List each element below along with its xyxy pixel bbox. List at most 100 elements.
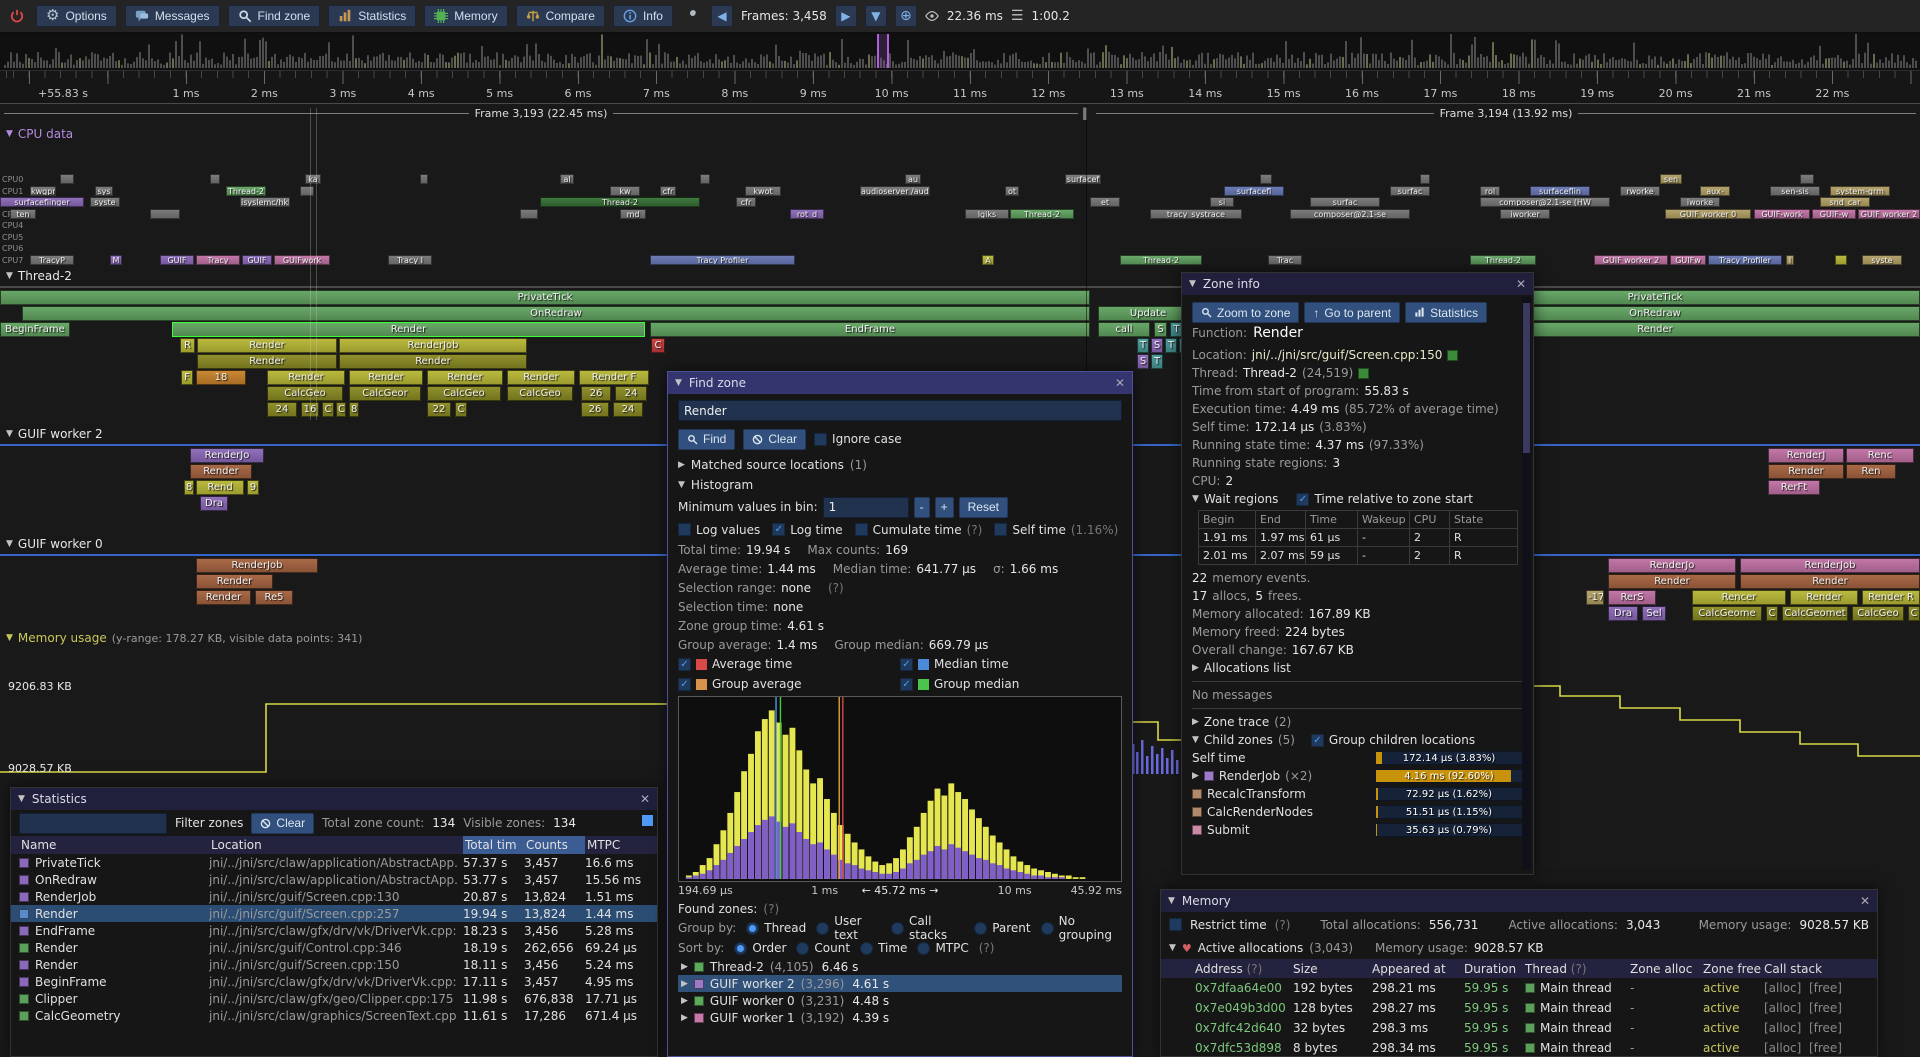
expand-icon[interactable]: ▶ bbox=[681, 995, 688, 1006]
cpu-zone[interactable]: Thread-2 bbox=[1010, 208, 1074, 219]
power-button[interactable] bbox=[6, 5, 28, 27]
cpu-zone[interactable]: composer@2.1-se (HW bbox=[1480, 197, 1610, 207]
radio-option[interactable]: Call stacks bbox=[891, 914, 964, 942]
zone[interactable]: Ren bbox=[1846, 464, 1896, 479]
collapse-icon[interactable]: ▼ bbox=[1189, 279, 1196, 289]
zone[interactable]: Render bbox=[190, 464, 252, 479]
radio-button[interactable] bbox=[974, 921, 988, 935]
cpu-zone[interactable]: Thread-2 bbox=[1120, 254, 1202, 265]
cpu-zone[interactable] bbox=[300, 185, 314, 196]
checkbox[interactable] bbox=[678, 523, 691, 536]
next-frame-button[interactable]: ▶ bbox=[834, 5, 857, 27]
zone[interactable]: 16 bbox=[301, 402, 319, 417]
radio-button[interactable] bbox=[734, 941, 748, 955]
cpu-zone[interactable]: surfac bbox=[1390, 185, 1430, 196]
zone[interactable]: Render bbox=[172, 322, 645, 337]
find-zone-button[interactable]: Find zone bbox=[227, 5, 321, 27]
scrollbar[interactable] bbox=[1522, 297, 1531, 870]
cpu-zone[interactable]: kwgpr bbox=[30, 185, 56, 196]
zone[interactable]: 24 bbox=[613, 402, 643, 417]
zone[interactable]: CalcGeomet bbox=[1782, 606, 1848, 621]
goto-frame-button[interactable]: ⊕ bbox=[894, 5, 917, 27]
cpu-zone[interactable]: sen bbox=[1660, 174, 1682, 184]
statistics-titlebar[interactable]: ▼ Statistics ✕ bbox=[11, 788, 657, 810]
zone[interactable]: Render bbox=[1740, 574, 1920, 589]
zone[interactable]: Renc bbox=[1846, 448, 1914, 463]
zone-statistics-button[interactable]: Statistics bbox=[1405, 302, 1488, 323]
messages-button[interactable]: Messages bbox=[124, 5, 220, 27]
cpu-zone[interactable]: syste bbox=[90, 197, 120, 207]
call-stack-alloc-link[interactable]: [alloc] bbox=[1764, 1021, 1802, 1035]
zone[interactable]: RenderJob bbox=[1740, 558, 1920, 573]
zone[interactable]: S bbox=[1154, 322, 1167, 337]
zone[interactable]: Render bbox=[267, 370, 345, 385]
collapse-icon[interactable]: ▼ bbox=[1169, 943, 1176, 953]
child-zone-row[interactable]: Self time 172.14 μs (3.83%) bbox=[1192, 749, 1523, 767]
call-stack-free-link[interactable]: [free] bbox=[1801, 1001, 1842, 1015]
go-to-parent-button[interactable]: ↑ Go to parent bbox=[1304, 302, 1401, 323]
statistics-row[interactable]: EndFrame jni/../jni/src/claw/gfx/drv/vk/D… bbox=[11, 922, 657, 939]
radio-option[interactable]: Parent bbox=[974, 921, 1031, 935]
cpu-zone[interactable]: surfaceflin bbox=[1530, 185, 1590, 196]
zone[interactable]: T bbox=[1165, 338, 1177, 353]
zone[interactable]: Dra bbox=[1608, 606, 1638, 621]
radio-option[interactable]: Time bbox=[860, 941, 907, 955]
expand-icon[interactable]: ▶ bbox=[681, 961, 688, 972]
find-zone-search-input[interactable] bbox=[678, 400, 1122, 421]
cpu-zone[interactable] bbox=[210, 174, 220, 184]
frame-marker[interactable]: Frame 3,193 (22.45 ms) bbox=[4, 105, 1078, 121]
cpu-zone[interactable]: aux- bbox=[1700, 185, 1730, 196]
cpu-zone[interactable]: kw bbox=[610, 185, 640, 196]
radio-button[interactable] bbox=[796, 941, 810, 955]
zone[interactable]: Render bbox=[197, 338, 337, 353]
statistics-row[interactable]: Clipper jni/../jni/src/claw/gfx/geo/Clipp… bbox=[11, 990, 657, 1007]
zone[interactable]: 18 bbox=[196, 370, 246, 385]
allocation-row[interactable]: 0x7dfaa64e00 192 bytes 298.21 ms 59.95 s Mai… bbox=[1161, 978, 1877, 998]
zone[interactable]: Render bbox=[1790, 590, 1858, 605]
cpu-zone[interactable]: lgiks bbox=[965, 208, 1009, 219]
radio-button[interactable] bbox=[746, 921, 760, 935]
statistics-row[interactable]: BeginFrame jni/../jni/src/claw/gfx/drv/vk… bbox=[11, 973, 657, 990]
expand-icon[interactable]: ▶ bbox=[681, 978, 688, 989]
cpu-zone[interactable]: Thread-2 bbox=[226, 185, 266, 196]
ignore-case-checkbox[interactable] bbox=[814, 432, 828, 446]
cpu-zone[interactable] bbox=[1420, 174, 1430, 184]
cpu-zone[interactable]: kwot bbox=[745, 185, 781, 196]
min-bin-input[interactable] bbox=[822, 496, 909, 518]
cpu-zone[interactable]: si bbox=[1210, 197, 1234, 207]
cpu-zone[interactable]: Tracy Profiler bbox=[1708, 254, 1782, 265]
zone[interactable]: T bbox=[1137, 338, 1149, 353]
tools-button[interactable] bbox=[681, 5, 703, 27]
filter-zones-input[interactable] bbox=[19, 812, 167, 834]
zone[interactable]: Render bbox=[427, 370, 503, 385]
memory-button[interactable]: Memory bbox=[424, 5, 508, 27]
cpu-zone[interactable]: GUIF bbox=[160, 254, 194, 265]
expand-icon[interactable]: ▶ bbox=[1192, 771, 1199, 781]
zone-trace-toggle[interactable]: ▶ Zone trace (2) bbox=[1192, 713, 1523, 731]
statistics-row[interactable]: Render jni/../jni/src/guif/Screen.cpp:150… bbox=[11, 956, 657, 973]
zone-group-row[interactable]: ▶ Thread-2 (4,105) 6.46 s bbox=[678, 958, 1122, 975]
memory-usage-section-label[interactable]: ▼ Memory usage (y-range: 178.27 KB, visi… bbox=[6, 631, 363, 645]
radio-option[interactable]: No grouping bbox=[1040, 914, 1122, 942]
statistics-header-cell[interactable]: Location bbox=[209, 838, 463, 852]
expand-icon[interactable]: ▶ bbox=[678, 460, 685, 470]
radio-button[interactable] bbox=[816, 921, 830, 935]
zone[interactable]: CalcGeo bbox=[507, 386, 573, 401]
cpu-zone[interactable]: Tracy I bbox=[388, 254, 432, 265]
cpu-zone[interactable]: GUIF-w bbox=[1812, 208, 1856, 219]
cpu-data-section-label[interactable]: ▼ CPU data bbox=[6, 127, 74, 141]
cpu-zone[interactable]: I bbox=[1786, 254, 1794, 265]
zone[interactable]: RenderJo bbox=[190, 448, 264, 463]
info-button[interactable]: Info bbox=[612, 5, 673, 27]
call-stack-free-link[interactable]: [free] bbox=[1801, 1041, 1842, 1055]
radio-button[interactable] bbox=[917, 941, 931, 955]
zone[interactable]: C bbox=[455, 402, 467, 417]
zone[interactable]: CalcGeo bbox=[427, 386, 501, 401]
zone-group-row[interactable]: ▶ GUIF worker 2 (3,296) 4.61 s bbox=[678, 975, 1122, 992]
cpu-zone[interactable]: cfr bbox=[736, 197, 756, 207]
zone[interactable]: S bbox=[1151, 338, 1163, 353]
collapse-icon[interactable]: ▼ bbox=[678, 480, 685, 490]
cpu-zone[interactable]: A bbox=[982, 254, 994, 265]
zone[interactable]: 24 bbox=[615, 386, 647, 401]
zone[interactable]: 9 bbox=[247, 480, 259, 495]
